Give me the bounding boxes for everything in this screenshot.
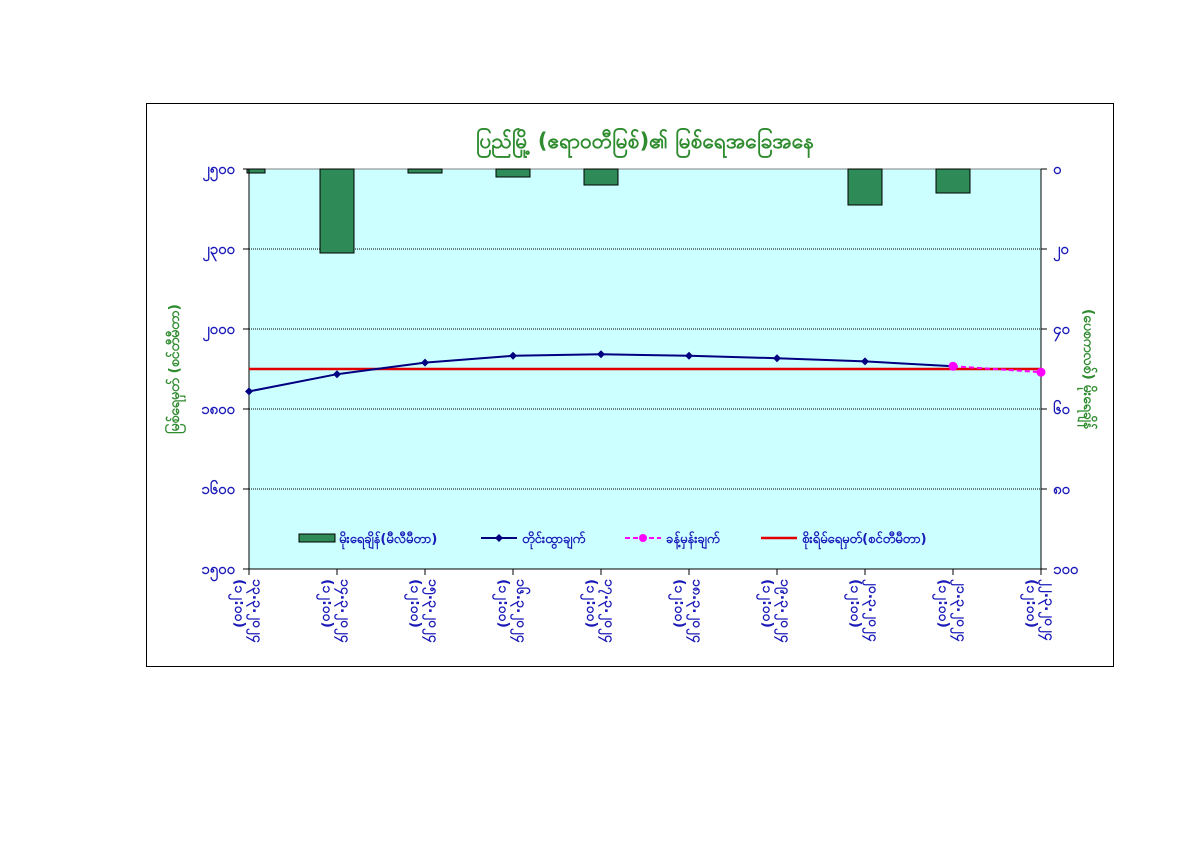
x-axis-tick-label-time: (၁၂:၀၀) <box>756 579 775 628</box>
x-axis-tick-label-group: ၁၆.၃.၂၀၂၄(၁၂:၀၀) <box>492 579 530 643</box>
rainfall-bar <box>407 168 443 174</box>
x-axis-tick-label-date: ၁၈.၃.၂၀၂၄ <box>686 579 705 643</box>
x-axis-tick-label-date: ၁၉.၃.၂၀၂၄ <box>774 579 793 643</box>
x-axis-tick-label-date: ၂၀.၃.၂၀၂၄ <box>862 579 881 642</box>
right-axis-tick-label: ၈၀ <box>1053 480 1071 498</box>
measured-point <box>597 350 605 359</box>
measured-point <box>685 351 693 360</box>
measured-point <box>509 351 517 360</box>
legend-swatch-rainfall <box>298 533 336 543</box>
x-axis-tick-label-group: ၁၃.၃.၂၀၂၄(၁၂:၀၀) <box>228 579 265 643</box>
x-axis-tick-label-time: (၁၂:၀၀) <box>668 579 687 628</box>
forecast-line <box>952 365 1042 374</box>
rainfall-bars <box>246 168 971 254</box>
left-axis-tick-label: ၁၈၀၀ <box>201 400 235 418</box>
x-axis-tick-label-date: ၂၂.၃.၂၀၂၄ <box>1038 579 1057 641</box>
x-axis-tick-label-time: (၁၂:၀၀) <box>492 579 511 628</box>
grid <box>249 248 1041 490</box>
rainfall-bar <box>246 168 266 174</box>
x-axis-tick-label-group: ၁၈.၃.၂၀၂၄(၁၂:၀၀) <box>668 579 705 643</box>
measured-point <box>333 370 341 379</box>
x-axis-tick-label-date: ၁၆.၃.၂၀၂၄ <box>510 579 530 643</box>
measured-point <box>773 354 781 363</box>
x-axis-tick-label-time: (၁၂:၀၀) <box>228 579 247 628</box>
x-axis-tick-label-group: ၁၉.၃.၂၀၂၄(၁၂:၀၀) <box>756 579 793 643</box>
left-axis-tick-label: ၂၅၀၀ <box>202 160 235 182</box>
x-axis-tick-label-group: ၁၅.၃.၂၀၂၄(၁၂:၀၀) <box>404 579 441 643</box>
tick-labels: ၀၂၀၄၀၆၀၈၀၁၀၀၂၅၀၀၂၃၀၀၂၀၀၀၁၈၀၀၁၆၀၀၁၅၀၀၁၃.၃… <box>201 160 1079 643</box>
legend-marker-forecast <box>639 534 647 542</box>
left-axis-tick-label: ၂၀၀၀ <box>202 320 235 342</box>
legend-label-forecast: ခန့်မှန်းချက် <box>666 530 720 550</box>
x-axis-tick-label-time: (၁၂:၀၀) <box>932 579 951 628</box>
legend-label-rainfall: မိုးရေချိန်(မီလီမီတာ) <box>339 530 437 550</box>
x-axis-tick-label-group: ၁၄.၃.၂၀၂၄(၁၂:၀၀) <box>316 579 353 643</box>
measured-point <box>421 358 429 367</box>
measured-point <box>245 387 253 396</box>
y-axis-right-label: (ပေစကလစ်) မိုးရေချိန် <box>1077 309 1097 430</box>
left-axis-tick-label: ၂၃၀၀ <box>202 240 235 262</box>
x-axis-tick-label-date: ၁၇.၃.၂၀၂၄ <box>598 579 617 643</box>
x-axis-tick-label-group: ၂၁.၃.၂၀၂၄(၁၂:၀၀) <box>932 579 969 642</box>
chart-title: ပြည်မြို့ (ဧရာဝတီမြစ်)၏ မြစ်ရေအခြေအနေ <box>476 126 814 159</box>
right-axis-tick-label: ၀ <box>1053 160 1062 178</box>
left-axis-tick-label: ၁၆၀၀ <box>201 479 235 498</box>
chart-svg: ၀၂၀၄၀၆၀၈၀၁၀၀၂၅၀၀၂၃၀၀၂၀၀၀၁၈၀၀၁၆၀၀၁၅၀၀၁၃.၃… <box>165 126 1097 643</box>
rainfall-bar <box>847 168 883 206</box>
legend: မိုးရေချိန်(မီလီမီတာ) တိုင်းထွာချက် ခန့်… <box>298 530 927 550</box>
rainfall-bar <box>495 168 531 178</box>
x-axis-tick-label-group: ၂၂.၃.၂၀၂၄(၁၂:၀၀) <box>1020 579 1057 641</box>
forecast-point <box>948 361 958 371</box>
x-axis-tick-label-date: ၂၁.၃.၂၀၂၄ <box>950 579 969 642</box>
chart-frame: ၀၂၀ ၄၀ ၆၀ ၈၀ ၁၀၀ ၂၅၀၀ ၂၃၀၀ ၂၀၀၀ ၁၈၀၀ ၁၆၀၀ ၁၅၀၀ ၁၃.၃… <box>146 103 1114 667</box>
y-axis-left-label: မြစ်ရေမှတ် (စင်တီမီတာ) <box>165 304 186 434</box>
x-axis-tick-label-time: (၁၂:၀၀) <box>844 579 863 628</box>
x-axis-tick-label-group: ၁၇.၃.၂၀၂၄(၁၂:၀၀) <box>580 579 617 643</box>
rainfall-bar <box>935 168 971 194</box>
legend-label-measured: တိုင်းထွာချက် <box>522 530 585 550</box>
x-axis-tick-label-time: (၁၂:၀၀) <box>316 579 335 628</box>
x-axis-tick-label-time: (၁၂:၀၀) <box>580 579 599 628</box>
series-lines <box>245 350 1046 396</box>
x-axis-tick-label-date: ၁၅.၃.၂၀၂၄ <box>422 579 441 643</box>
x-axis-tick-label-group: ၂၀.၃.၂၀၂၄(၁၂:၀၀) <box>844 579 881 642</box>
x-axis-tick-label-date: ၁၃.၃.၂၀၂၄ <box>246 579 265 643</box>
x-axis-tick-label-time: (၁၂:၀၀) <box>1020 579 1039 628</box>
right-axis-tick-label: ၆၀ <box>1053 399 1070 418</box>
x-axis-tick-label-date: ၁၄.၃.၂၀၂၄ <box>334 579 353 643</box>
forecast-point <box>1036 367 1046 377</box>
rainfall-bar <box>319 168 355 254</box>
x-axis-tick-label-time: (၁၂:၀၀) <box>404 579 423 628</box>
legend-label-warning: စိုးရိမ်ရေမှတ်(စင်တီမီတာ) <box>802 530 927 550</box>
right-axis-tick-label: ၁၀၀ <box>1053 560 1079 578</box>
right-axis-tick-label: ၂၀ <box>1053 240 1069 262</box>
rainfall-bar <box>583 168 619 186</box>
legend-marker-measured <box>495 534 503 542</box>
measured-point <box>861 357 869 366</box>
right-axis-tick-label: ၄၀ <box>1053 320 1070 342</box>
left-axis-tick-label: ၁၅၀၀ <box>201 560 235 582</box>
